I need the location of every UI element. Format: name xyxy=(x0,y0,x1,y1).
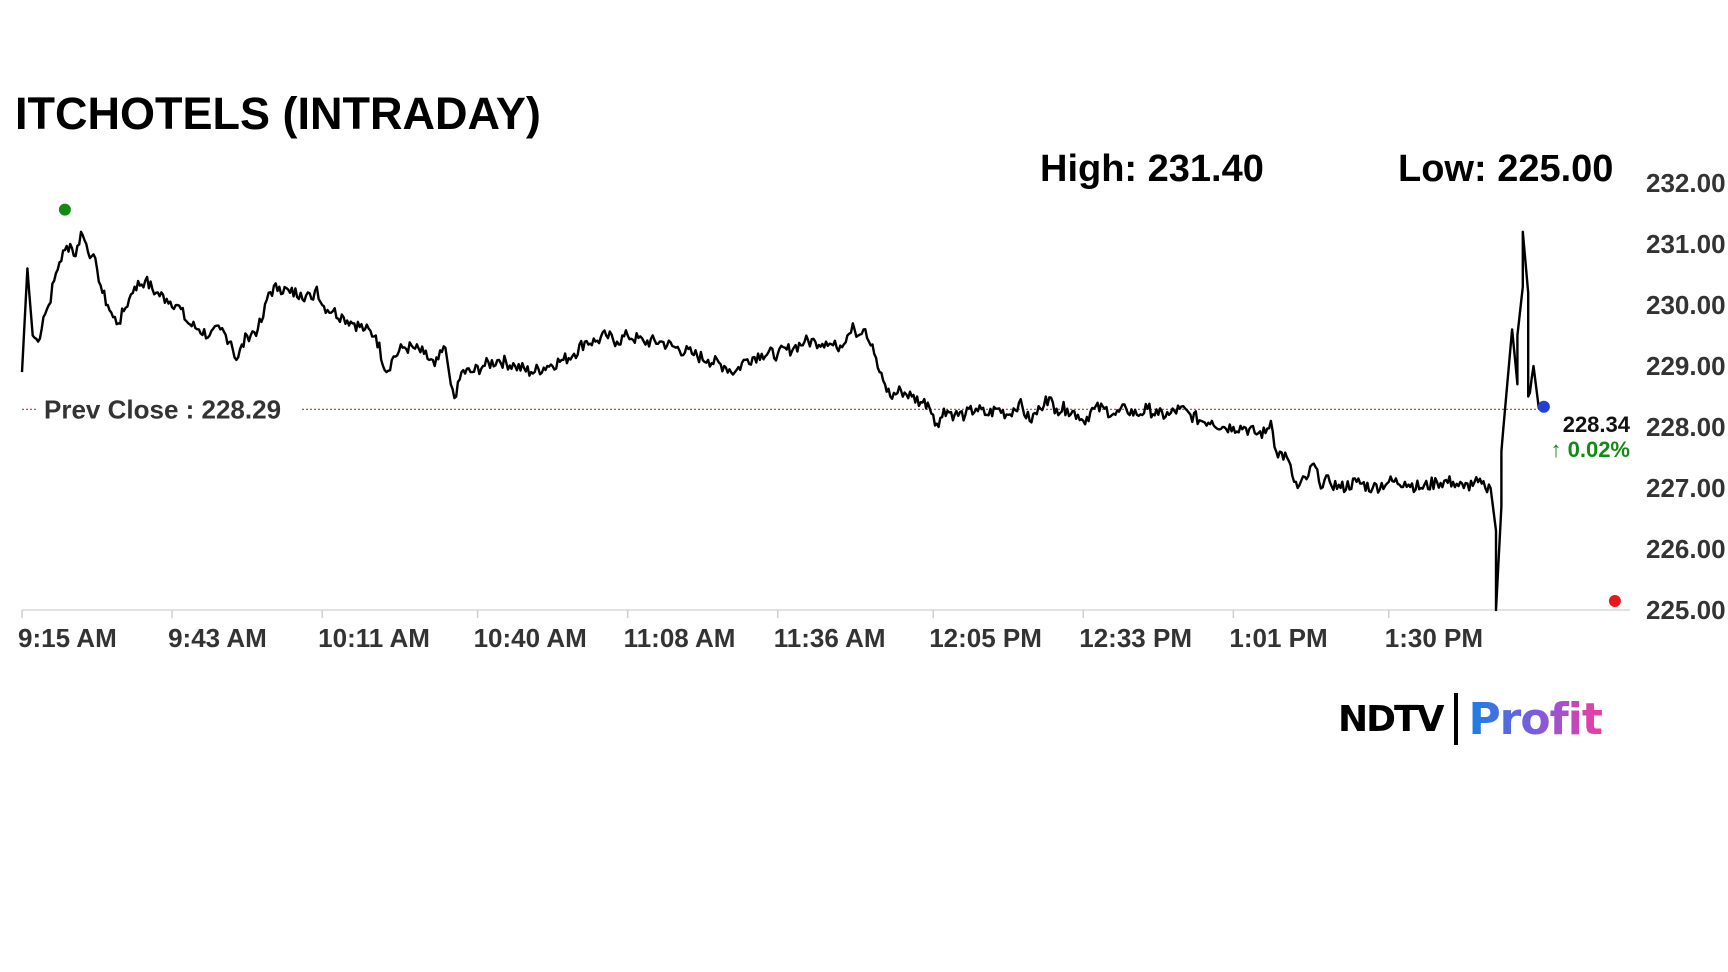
x-tick-label: 10:40 AM xyxy=(474,623,587,653)
prev-close-label: Prev Close : 228.29 xyxy=(44,394,281,424)
price-series-line xyxy=(20,230,1541,612)
x-tick-label: 11:08 AM xyxy=(624,623,736,653)
y-axis: 232.00 231.00 230.00 229.00 228.00 227.00 226.… xyxy=(1646,168,1726,625)
day-low-marker xyxy=(1608,595,1621,607)
y-tick-label: 229.00 xyxy=(1646,351,1726,381)
x-tick-label: 9:15 AM xyxy=(18,623,117,653)
y-tick-label: 230.00 xyxy=(1646,290,1726,320)
x-tick-label: 10:11 AM xyxy=(318,623,430,653)
last-price-label: 228.34 xyxy=(1563,412,1631,437)
y-tick-label: 227.00 xyxy=(1646,473,1726,503)
y-tick-label: 226.00 xyxy=(1646,534,1726,564)
x-tick-label: 12:05 PM xyxy=(929,623,1042,653)
x-tick-label: 12:33 PM xyxy=(1079,623,1192,653)
x-tick-label: 9:43 AM xyxy=(168,623,267,653)
intraday-line-chart: 232.00 231.00 230.00 229.00 228.00 227.00 226.… xyxy=(18,168,1726,653)
day-high-label: High: 231.40 xyxy=(1040,148,1264,190)
x-tick-label: 1:01 PM xyxy=(1229,623,1327,653)
y-tick-label: 232.00 xyxy=(1646,168,1726,198)
y-tick-label: 228.00 xyxy=(1646,412,1726,442)
logo-divider xyxy=(1454,693,1459,745)
y-tick-label: 231.00 xyxy=(1646,229,1726,259)
y-tick-label: 225.00 xyxy=(1646,595,1726,625)
x-tick-label: 11:36 AM xyxy=(774,623,886,653)
day-high-marker xyxy=(58,203,71,216)
logo-ndtv-text: NDTV xyxy=(1338,698,1444,740)
chart-title: ITCHOTELS (INTRADAY) xyxy=(15,88,541,139)
prev-close-label-bg xyxy=(38,391,302,428)
last-price-marker xyxy=(1537,400,1550,413)
x-axis: 9:15 AM 9:43 AM 10:11 AM 10:40 AM 11:08 AM 11… xyxy=(18,609,1630,653)
price-change-label: ↑ 0.02% xyxy=(1551,437,1631,462)
logo-profit-text: Profit xyxy=(1468,693,1602,745)
day-low-label: Low: 225.00 xyxy=(1398,148,1614,190)
ndtv-profit-logo: NDTV Profit xyxy=(1338,688,1603,750)
x-tick-label: 1:30 PM xyxy=(1385,623,1483,653)
